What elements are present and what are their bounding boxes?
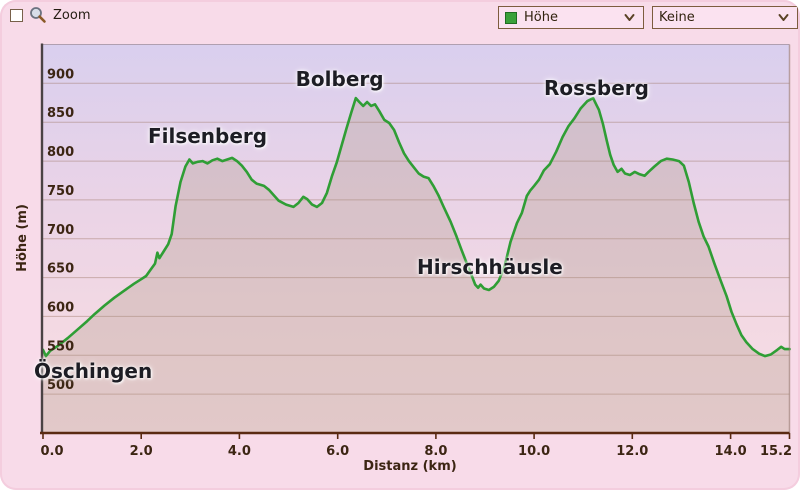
x-tick-label: 14.0 — [715, 444, 747, 459]
series-swatch-icon — [505, 11, 517, 24]
y-tick-label: 800 — [47, 145, 74, 160]
x-tick-label: 15.2 — [760, 444, 792, 459]
overlay-dropdown-value: Keine — [659, 10, 695, 25]
y-axis-title: Höhe (m) — [15, 204, 30, 272]
chevron-down-icon — [624, 14, 635, 21]
magnifier-icon — [30, 7, 46, 23]
x-tick-label: 8.0 — [424, 444, 447, 459]
x-tick-label: 6.0 — [326, 444, 349, 459]
x-tick-label: 2.0 — [130, 444, 153, 459]
y-tick-label: 500 — [47, 378, 74, 393]
series-dropdown-value: Höhe — [524, 10, 558, 25]
zoom-label: Zoom — [53, 8, 91, 23]
y-tick-label: 650 — [47, 262, 74, 277]
plot-background[interactable] — [43, 44, 790, 434]
chevron-down-icon — [778, 14, 789, 21]
y-tick-label: 700 — [47, 223, 74, 238]
zoom-checkbox[interactable] — [10, 9, 23, 22]
x-axis-title: Distanz (km) — [363, 459, 456, 474]
series-dropdown[interactable]: Höhe — [498, 6, 644, 29]
overlay-dropdown[interactable]: Keine — [652, 6, 798, 29]
elevation-area — [43, 98, 790, 433]
x-tick-label: 10.0 — [518, 444, 550, 459]
x-tick-label: 0.0 — [40, 444, 63, 459]
y-tick-label: 850 — [47, 106, 74, 121]
y-tick-label: 900 — [47, 67, 74, 82]
y-tick-label: 550 — [47, 339, 74, 354]
x-tick-label: 4.0 — [228, 444, 251, 459]
y-tick-label: 750 — [47, 184, 74, 199]
elevation-line — [41, 96, 791, 358]
y-tick-label: 600 — [47, 300, 74, 315]
x-tick-label: 12.0 — [616, 444, 648, 459]
